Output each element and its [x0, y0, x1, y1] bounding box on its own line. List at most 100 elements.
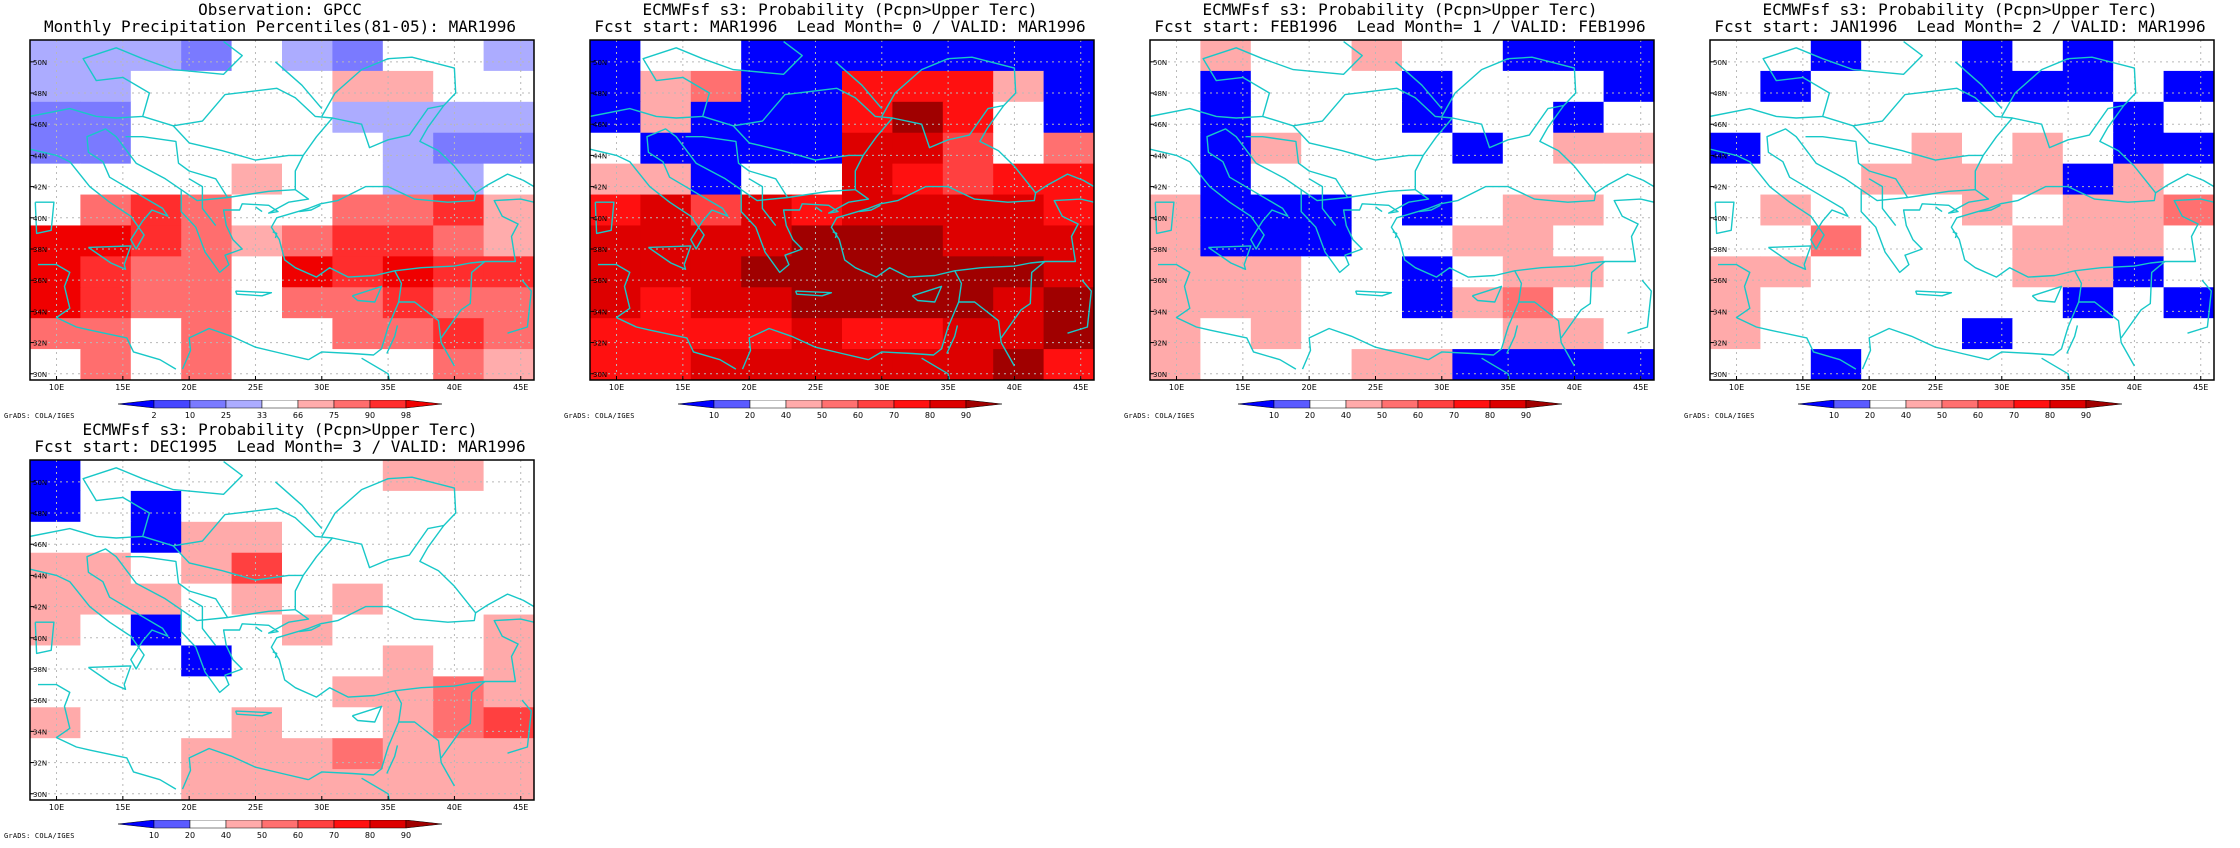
coastline [272, 231, 278, 239]
plot-frame [1709, 39, 2215, 381]
coastline [38, 683, 177, 790]
coastline [1560, 260, 1606, 339]
colorbar-swatch [1797, 399, 1835, 409]
heatmap-cell [892, 318, 944, 350]
heatmap-cell [993, 349, 1045, 380]
heatmap-cell [332, 40, 384, 72]
heatmap-cell [1402, 318, 1453, 350]
y-tick-label: 30N [33, 791, 47, 799]
coastline [911, 285, 943, 303]
coastlines [1710, 41, 2214, 380]
heatmap-cell [433, 132, 485, 165]
heatmap-cell [130, 676, 182, 708]
heatmap-cell [1402, 40, 1453, 72]
heatmap-cell [1553, 256, 1605, 288]
heatmap-cell [181, 287, 233, 319]
heatmap-cell [1043, 225, 1094, 257]
heatmap-cell [942, 132, 994, 165]
heatmap-cell [282, 676, 333, 708]
heatmap-cell [1962, 225, 2013, 257]
heatmap-cell [483, 583, 534, 616]
heatmap-cell [80, 707, 132, 739]
colorbar-label: 20 [745, 411, 755, 420]
coastline [1292, 125, 1424, 161]
heatmap-cell [1402, 349, 1453, 380]
gridlines [1150, 40, 1654, 380]
colorbar-label: 80 [925, 411, 935, 420]
x-tick-label: 45E [1073, 383, 1088, 392]
coastline [1035, 173, 1094, 194]
coastline [958, 301, 1016, 367]
heatmap-cell [1710, 287, 1761, 319]
x-tick-label: 40E [1567, 383, 1582, 392]
x-tick-label: 40E [2127, 383, 2142, 392]
heatmap-cell [1710, 225, 1761, 257]
coastline [142, 507, 333, 547]
colorbar-swatch [2085, 399, 2123, 409]
x-tick-label: 10E [49, 383, 64, 392]
x-tick-label: 35E [380, 803, 395, 812]
heatmap-cell [2062, 194, 2114, 227]
colorbar-swatch [1345, 399, 1383, 409]
coastline [1419, 204, 1441, 213]
heatmap-cell [1911, 163, 1963, 196]
x-tick-label: 45E [513, 383, 528, 392]
heatmap-cell [2012, 318, 2064, 350]
heatmap-cell [181, 521, 233, 554]
heatmap-cell [1911, 256, 1963, 288]
heatmap-cell [993, 163, 1045, 196]
heatmap-cell [892, 132, 944, 165]
coastline [272, 651, 278, 659]
heatmap-cell [80, 40, 132, 72]
heatmap-cell [1710, 318, 1761, 350]
heatmap-cell [993, 40, 1045, 72]
y-tick-label: 32N [1153, 340, 1167, 348]
panel-forecast-lead1: ECMWFsf s3: Probability (Pcpn>Upper Terc… [1120, 0, 1680, 420]
heatmap-cell [1603, 349, 1654, 380]
heatmap-cell [640, 287, 692, 319]
heatmap-cell [382, 194, 434, 227]
heatmap-cell [892, 101, 944, 134]
heatmap-cell [231, 645, 283, 677]
heatmap-cell [332, 132, 384, 165]
heatmap-cell [2062, 101, 2114, 134]
heatmap-cell [130, 225, 182, 257]
heatmap-cell [2163, 132, 2214, 165]
colorbar-label: 75 [329, 411, 339, 420]
heatmap-cell [1962, 318, 2013, 350]
heatmap-cell [1452, 287, 1504, 319]
colorbar-swatch [1381, 399, 1419, 409]
heatmap-cell [2062, 40, 2114, 72]
heatmap-cell [1861, 256, 1913, 288]
heatmap-cell [1710, 132, 1761, 165]
heatmap-cell [483, 101, 534, 134]
heatmap-cells [30, 40, 534, 380]
heatmap-cell [382, 645, 434, 677]
heatmap-cell [130, 738, 182, 770]
y-tick-label: 38N [1153, 246, 1167, 254]
y-tick-label: 48N [1153, 90, 1167, 98]
heatmap-cell [483, 490, 534, 523]
colorbar-label: 10 [709, 411, 719, 420]
heatmap-cell [1810, 225, 1862, 257]
coastline [1392, 231, 1398, 239]
y-tick-label: 32N [33, 760, 47, 768]
heatmap-cell [690, 132, 742, 165]
heatmap-cell [1150, 40, 1201, 72]
heatmap-cell [1301, 70, 1353, 103]
heatmap-cell [231, 318, 283, 350]
coastline [1000, 260, 1046, 339]
heatmap-cell [1810, 132, 1862, 165]
coastline [142, 87, 333, 127]
coastline [172, 545, 304, 581]
heatmap-cell [2012, 132, 2064, 165]
coastline [1262, 87, 1453, 127]
map-plot: 10E 15E 20E 25E 30E 35E 40E 45E 30N 32N 34N 36N 38N 4… [580, 39, 1100, 392]
heatmap-cell [382, 349, 434, 380]
heatmap-cell [30, 769, 81, 800]
colorbar-label: 60 [1973, 411, 1983, 420]
heatmap-cell [1861, 287, 1913, 319]
heatmap-cell [1502, 101, 1554, 134]
coastline [1481, 357, 1511, 380]
panel-forecast-lead0: ECMWFsf s3: Probability (Pcpn>Upper Terc… [560, 0, 1120, 420]
